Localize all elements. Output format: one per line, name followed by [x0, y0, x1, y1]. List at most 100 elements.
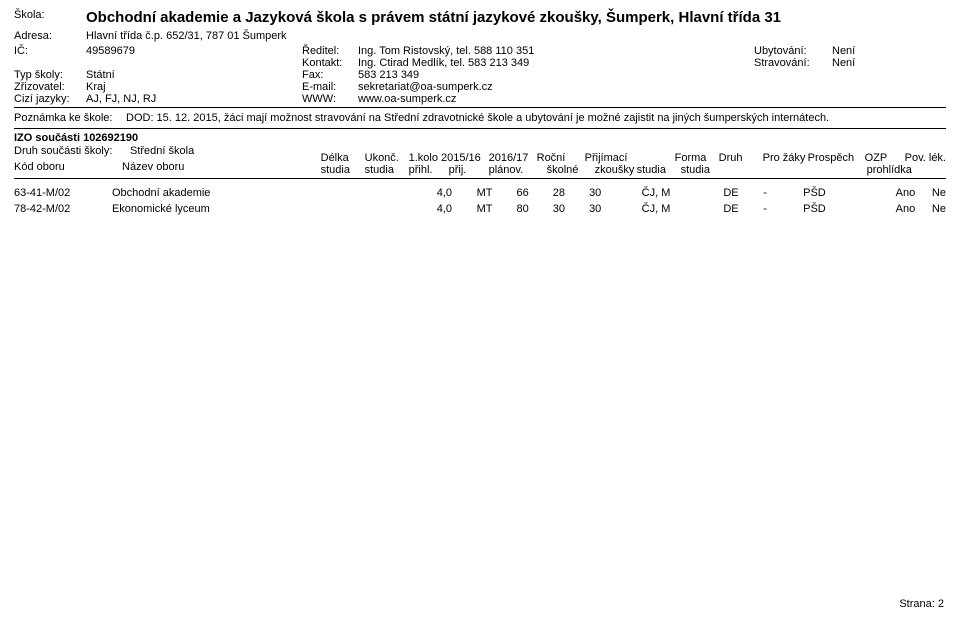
typ-value: Státní	[86, 69, 115, 81]
cell-druh: -	[763, 201, 803, 218]
th-prijimaci: Přijímací	[585, 152, 675, 164]
th-ukonc: Ukonč.	[365, 152, 409, 164]
label-ubytovani: Ubytování:	[754, 45, 832, 57]
th-prihl: přihl.	[409, 164, 449, 176]
cell-ozp: Ano	[896, 185, 932, 202]
row-jazyky: Cizí jazyky: AJ, FJ, NJ, RJ WWW: www.oa-…	[14, 93, 946, 105]
cell-code: 78-42-M/02	[14, 201, 112, 218]
th-forma: Forma	[675, 152, 719, 164]
table-head-2: studia studia přihl. přij. plánov. školn…	[321, 164, 946, 176]
cell-zaky: PŠD	[803, 185, 844, 202]
cell-roc: 30	[589, 201, 642, 218]
cell-name: Obchodní akademie	[112, 185, 437, 202]
th-nazev-oboru: Název oboru	[122, 160, 184, 175]
cell-roc: 30	[589, 185, 642, 202]
stravovani-value: Není	[832, 57, 855, 69]
th-druh2: studia	[681, 164, 725, 176]
th-delka: Délka	[321, 152, 365, 164]
cell-k1: 80	[517, 201, 553, 218]
cell-zaky: PŠD	[803, 201, 844, 218]
cell-pr: ČJ, M	[642, 201, 724, 218]
page-number: 2	[938, 598, 944, 610]
divider	[14, 107, 946, 108]
school-row: Škola: Obchodní akademie a Jazyková škol…	[14, 8, 946, 28]
th-pov: Pov. lék.	[905, 152, 946, 164]
cell-k2: 28	[553, 185, 589, 202]
cell-k2: 30	[553, 201, 589, 218]
cell-len: 4,0	[437, 201, 477, 218]
email-value: sekretariat@oa-sumperk.cz	[358, 81, 493, 93]
poznamka-row: Poznámka ke škole: DOD: 15. 12. 2015, žá…	[14, 111, 946, 126]
label-typ: Typ školy:	[14, 69, 86, 81]
th-zkousky: zkoušky	[595, 164, 637, 176]
fax-value: 583 213 349	[358, 69, 419, 81]
page-footer: Strana: 2	[899, 598, 944, 610]
cell-pov: Ne	[932, 185, 946, 202]
kontakt-value: Ing. Ctirad Medlík, tel. 583 213 349	[358, 57, 529, 69]
th-prij: přij.	[449, 164, 489, 176]
cell-code: 63-41-M/02	[14, 185, 112, 202]
th-planov: plánov.	[489, 164, 547, 176]
th-zaky: Pro žáky	[763, 152, 808, 164]
label-ic: IČ:	[14, 45, 86, 57]
th-forma2: studia	[637, 164, 681, 176]
row-typ: Typ školy: Státní Fax: 583 213 349	[14, 69, 946, 81]
th-skolne: školné	[547, 164, 595, 176]
label-druh-soucasti: Druh součásti školy:	[14, 144, 130, 159]
divider	[14, 178, 946, 179]
cell-druh: -	[763, 185, 803, 202]
row-zriz: Zřizovatel: Kraj E-mail: sekretariat@oa-…	[14, 81, 946, 93]
cell-forma: DE	[723, 201, 763, 218]
label-kontakt: Kontakt:	[302, 57, 358, 69]
th-delka2: studia	[321, 164, 365, 176]
th-pov2: prohlídka	[867, 164, 946, 176]
cell-end: MT	[477, 185, 517, 202]
row-ic: IČ: 49589679 Ředitel: Ing. Tom Ristovský…	[14, 45, 946, 57]
cell-end: MT	[477, 201, 517, 218]
cell-prosp	[844, 201, 896, 218]
label-reditel: Ředitel:	[302, 45, 358, 57]
druh-soucasti-value: Střední škola	[130, 144, 194, 159]
th-kolo2: 2016/17	[489, 152, 537, 164]
page-label: Strana:	[899, 598, 934, 610]
table-head-1: Délka Ukonč. 1.kolo 2015/16 2016/17 Ročn…	[321, 152, 946, 164]
th-rocni: Roční	[537, 152, 585, 164]
cell-name: Ekonomické lyceum	[112, 201, 437, 218]
ubytovani-value: Není	[832, 45, 855, 57]
label-zriz: Zřizovatel:	[14, 81, 86, 93]
table-row: 78-42-M/02Ekonomické lyceum4,0MT803030ČJ…	[14, 201, 946, 218]
cell-len: 4,0	[437, 185, 477, 202]
th-druh: Druh	[719, 152, 763, 164]
label-jazyky: Cizí jazyky:	[14, 93, 86, 105]
divider	[14, 128, 946, 129]
reditel-value: Ing. Tom Ristovský, tel. 588 110 351	[358, 45, 534, 57]
ic-value: 49589679	[86, 45, 135, 57]
izo-line: IZO součásti 102692190	[14, 132, 946, 144]
label-poznamka: Poznámka ke škole:	[14, 111, 126, 126]
cell-ozp: Ano	[896, 201, 932, 218]
section-header-row: Druh součásti školy: Střední škola Kód o…	[14, 144, 946, 176]
cell-pov: Ne	[932, 201, 946, 218]
label-adresa: Adresa:	[14, 29, 86, 44]
cell-prosp	[844, 185, 896, 202]
label-stravovani: Stravování:	[754, 57, 832, 69]
label-skola: Škola:	[14, 8, 86, 28]
label-www: WWW:	[302, 93, 358, 105]
row-kontakt: Kontakt: Ing. Ctirad Medlík, tel. 583 21…	[14, 57, 946, 69]
address-row: Adresa: Hlavní třída č.p. 652/31, 787 01…	[14, 29, 946, 44]
www-value: www.oa-sumperk.cz	[358, 93, 456, 105]
jazyky-value: AJ, FJ, NJ, RJ	[86, 93, 156, 105]
address-value: Hlavní třída č.p. 652/31, 787 01 Šumperk	[86, 29, 287, 44]
cell-pr: ČJ, M	[642, 185, 724, 202]
table-row: 63-41-M/02Obchodní akademie4,0MT662830ČJ…	[14, 185, 946, 202]
cell-k1: 66	[517, 185, 553, 202]
th-prospech: Prospěch	[808, 152, 865, 164]
poznamka-value: DOD: 15. 12. 2015, žáci mají možnost str…	[126, 111, 946, 126]
th-kod-oboru: Kód oboru	[14, 160, 122, 175]
school-name: Obchodní akademie a Jazyková škola s prá…	[86, 8, 781, 28]
th-ukonc2: studia	[365, 164, 409, 176]
cell-forma: DE	[723, 185, 763, 202]
label-fax: Fax:	[302, 69, 358, 81]
th-kolo1: 1.kolo 2015/16	[409, 152, 489, 164]
zriz-value: Kraj	[86, 81, 106, 93]
